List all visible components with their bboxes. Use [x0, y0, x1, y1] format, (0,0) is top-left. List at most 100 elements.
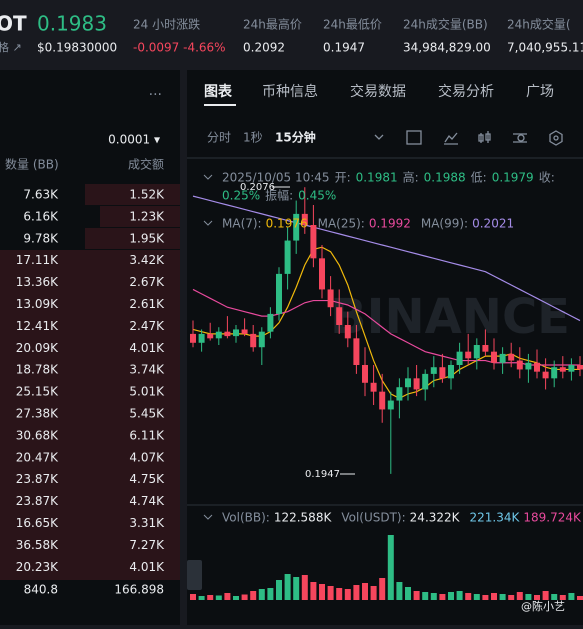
tab[interactable]: 交易数据	[350, 83, 406, 100]
legend-text: 0.25%	[222, 189, 260, 203]
legend-text: 2025/10/05 10:45	[222, 171, 330, 185]
volume-bar	[473, 594, 480, 600]
candle-body	[387, 400, 394, 410]
icon[interactable]	[517, 134, 525, 142]
amount: 1.23K	[129, 209, 165, 223]
candle-body	[422, 373, 429, 390]
col-header: 成交额	[128, 157, 164, 172]
interval[interactable]: 分时	[207, 131, 231, 145]
icon[interactable]	[513, 133, 527, 143]
vol-label: Vol(BB):	[222, 511, 270, 525]
candle-body	[465, 351, 472, 359]
candle-body	[516, 360, 523, 370]
volume-bar	[370, 586, 377, 600]
tab[interactable]: 交易分析	[438, 83, 494, 100]
volume-bar	[465, 593, 472, 600]
qty: 17.11K	[16, 253, 59, 267]
candle-body	[267, 313, 274, 332]
candle-body	[534, 362, 540, 372]
depth-bar	[0, 250, 180, 580]
volume-bar	[198, 596, 205, 600]
dropdown-icon[interactable]	[374, 134, 384, 140]
icon[interactable]	[549, 130, 563, 146]
volume-bar	[525, 594, 532, 600]
volume-bar	[439, 594, 446, 600]
qty: 13.36K	[16, 275, 59, 289]
volume-bar	[276, 580, 282, 600]
stat-label: 24h成交量(BB)	[403, 17, 488, 32]
icon[interactable]	[478, 131, 491, 143]
stat-label: 24 小时涨跌	[133, 17, 200, 32]
volume-bar	[310, 582, 317, 600]
volume-bar	[568, 593, 575, 600]
tick-size[interactable]: 0.0001 ▾	[108, 133, 160, 147]
candle-body	[344, 325, 351, 339]
chart: 2025/10/05 10:45 开: 0.1981 高: 0.1988 低: 0.1979…	[190, 170, 583, 600]
candle-body	[439, 367, 446, 379]
volume-bar	[207, 595, 214, 600]
legend-text: 0.1988	[424, 171, 466, 185]
high-label: 0.2076	[240, 182, 275, 193]
amount: 2.47K	[129, 319, 165, 333]
stat-label: 24h最高价	[243, 17, 302, 32]
interval[interactable]: 1秒	[243, 131, 263, 145]
candle-body	[559, 367, 566, 372]
volume-bar	[456, 591, 463, 600]
legend-text: 收:	[539, 171, 555, 185]
low-label: 0.1947	[305, 469, 340, 480]
candle-body	[430, 367, 437, 374]
qty: 7.63K	[23, 188, 59, 202]
vol-label: 189.724K	[523, 511, 582, 525]
volume-bar	[336, 588, 343, 600]
candle-body	[233, 329, 239, 337]
amount: 4.07K	[129, 450, 165, 464]
interval[interactable]: 15分钟	[275, 130, 316, 145]
amount: 6.11K	[129, 428, 165, 442]
volume-bar	[448, 592, 454, 600]
amount: 4.75K	[129, 472, 165, 486]
candle-body	[413, 378, 420, 390]
qty: 6.16K	[23, 209, 59, 223]
price: 0.1983	[37, 12, 107, 36]
tab[interactable]: 图表	[204, 83, 233, 100]
qty: 18.78K	[16, 363, 59, 377]
candle-body	[250, 333, 257, 348]
candle-body	[405, 378, 411, 388]
depth-bar	[85, 228, 180, 249]
candle-body	[542, 371, 549, 379]
candle-body	[448, 365, 454, 379]
vol-label: Vol(USDT):	[341, 511, 405, 525]
qty: 12.41K	[16, 319, 59, 333]
toolbar-icons[interactable]	[374, 130, 563, 146]
candle-body	[293, 213, 300, 241]
icon[interactable]	[406, 130, 422, 145]
candle-body	[190, 333, 196, 343]
volume-bar	[551, 594, 558, 600]
candle-body	[215, 331, 222, 339]
menu[interactable]: ···	[149, 87, 162, 103]
icon[interactable]	[553, 135, 559, 141]
volume-bar	[559, 595, 566, 600]
candle-body	[353, 338, 360, 365]
candle-body	[241, 329, 248, 334]
amount: 7.27K	[129, 538, 165, 552]
amount: 4.01K	[129, 341, 165, 355]
volume-bar	[353, 585, 360, 600]
volume-bar	[379, 578, 386, 600]
scroll-handle[interactable]	[187, 560, 202, 590]
tab[interactable]: 币种信息	[262, 83, 318, 100]
volume-bar	[215, 595, 222, 600]
candle-body	[499, 353, 506, 363]
volume-bar	[233, 596, 239, 600]
candle-body	[508, 353, 515, 361]
legend-text: 0.1979	[492, 171, 534, 185]
volume-bar	[387, 535, 394, 600]
icon[interactable]	[444, 132, 458, 145]
amount: 2.61K	[129, 297, 165, 311]
total-amount: 166.898	[114, 583, 164, 597]
candle-body	[362, 365, 368, 383]
tab[interactable]: 广场	[526, 84, 554, 100]
qty: 36.58K	[16, 538, 59, 552]
qty: 16.65K	[16, 516, 59, 530]
